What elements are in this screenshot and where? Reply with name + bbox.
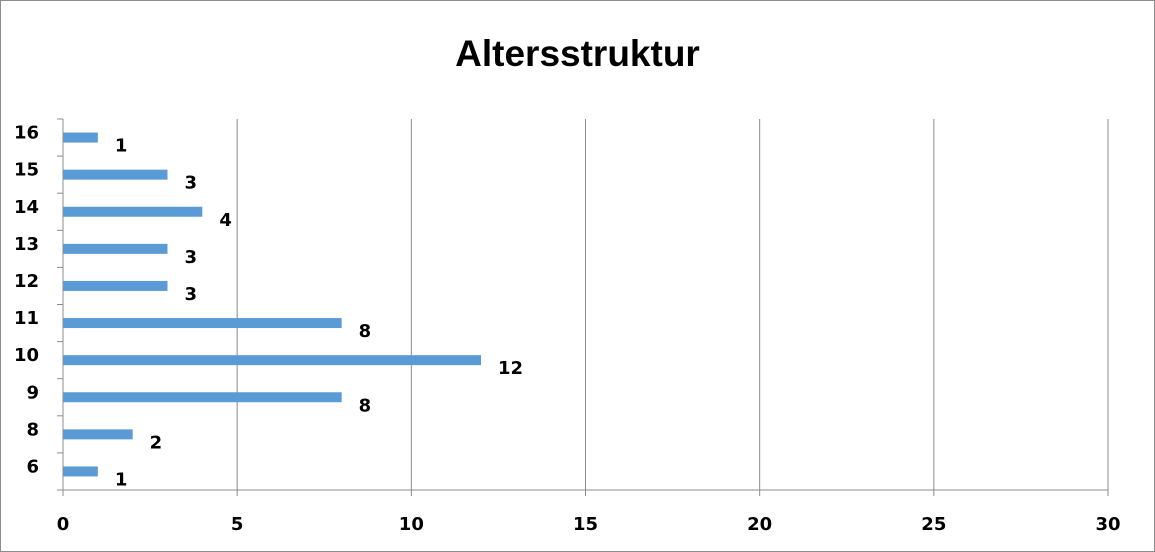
bar xyxy=(63,169,168,180)
x-tick-label: 20 xyxy=(747,514,772,535)
axes xyxy=(57,118,1109,496)
y-category-label: 11 xyxy=(14,308,39,329)
y-category-label: 16 xyxy=(14,123,39,144)
bar xyxy=(63,318,342,329)
data-label: 8 xyxy=(359,395,372,416)
data-label: 2 xyxy=(150,432,163,453)
bars xyxy=(63,132,481,477)
x-tick-label: 0 xyxy=(57,514,70,535)
data-label: 1 xyxy=(115,469,128,490)
y-category-label: 8 xyxy=(26,419,39,440)
data-label: 8 xyxy=(359,321,372,342)
data-label: 3 xyxy=(185,284,198,305)
grid-lines xyxy=(236,119,1109,490)
bar xyxy=(63,243,168,254)
bar xyxy=(63,206,203,217)
bar xyxy=(63,132,98,143)
data-label: 3 xyxy=(185,173,198,194)
data-label: 1 xyxy=(115,136,128,157)
bar xyxy=(63,355,481,366)
y-category-label: 15 xyxy=(14,160,39,181)
x-tick-label: 5 xyxy=(231,514,244,535)
bar xyxy=(63,466,98,477)
data-label: 3 xyxy=(185,247,198,268)
bar xyxy=(63,392,342,403)
data-label: 12 xyxy=(498,358,523,379)
y-category-label: 13 xyxy=(14,234,39,255)
labels: 0 5 10 15 20 25 30 6 1 8 2 9 8 10 12 11 8 12 3 13 3 14 4 15 3 16 1 xyxy=(14,123,1121,535)
bar xyxy=(63,429,133,440)
x-tick-label: 30 xyxy=(1095,514,1120,535)
y-category-label: 14 xyxy=(14,197,39,218)
y-category-label: 9 xyxy=(26,382,39,403)
bar xyxy=(63,280,168,291)
x-tick-label: 10 xyxy=(399,514,424,535)
x-tick-label: 15 xyxy=(573,514,598,535)
y-category-label: 6 xyxy=(26,456,39,477)
chart-title: Altersstruktur xyxy=(455,33,700,74)
x-tick-label: 25 xyxy=(921,514,946,535)
y-category-label: 12 xyxy=(14,271,39,292)
data-label: 4 xyxy=(219,210,232,231)
y-category-label: 10 xyxy=(14,345,39,366)
